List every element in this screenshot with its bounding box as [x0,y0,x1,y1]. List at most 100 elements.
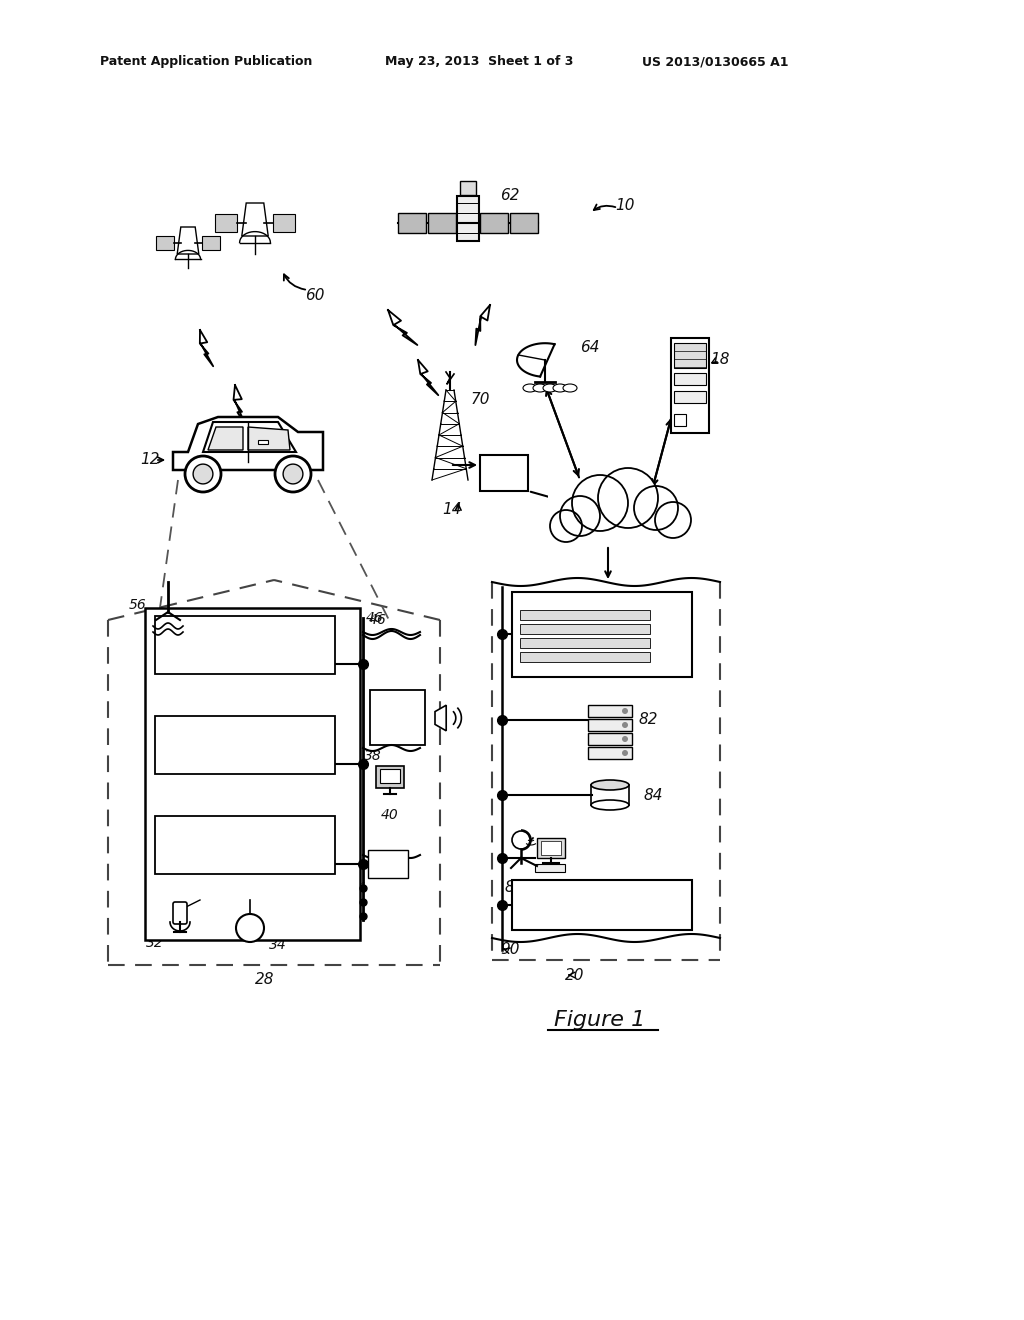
Bar [370,690,425,744]
Text: 34: 34 [269,939,287,952]
Polygon shape [200,330,213,366]
Bar [376,766,404,788]
Text: 42: 42 [379,855,397,869]
Polygon shape [418,360,438,395]
Bar [591,785,629,805]
Bar [674,414,686,426]
Bar [156,236,174,251]
Text: 52: 52 [233,741,256,759]
Text: 20: 20 [565,968,585,982]
Polygon shape [388,310,418,345]
Text: 32: 32 [146,936,164,950]
Bar [537,838,565,858]
Bar [520,638,650,648]
Text: 40: 40 [381,808,399,822]
Bar [457,195,479,242]
Circle shape [236,913,264,942]
Bar [588,705,632,717]
Text: 90: 90 [501,942,520,957]
Text: 70: 70 [470,392,489,408]
Text: 46: 46 [367,611,384,624]
Text: 82: 82 [638,713,657,727]
Bar [510,213,538,234]
Text: 28: 28 [255,973,274,987]
Text: 42: 42 [379,857,397,871]
Ellipse shape [553,384,567,392]
Bar [145,609,360,940]
Circle shape [185,455,221,492]
Bar [535,865,565,873]
Text: Patent Application Publication: Patent Application Publication [100,55,312,69]
Polygon shape [203,422,296,451]
Text: 64: 64 [581,341,600,355]
Circle shape [622,750,628,756]
Polygon shape [173,417,323,470]
Text: 38: 38 [365,748,382,763]
Bar [512,591,692,677]
Bar [520,624,650,634]
Polygon shape [242,203,268,236]
Bar [520,652,650,663]
Circle shape [560,496,600,536]
Polygon shape [208,426,243,450]
Circle shape [572,475,628,531]
Bar [398,213,426,234]
Text: 80: 80 [538,597,557,611]
Bar [588,747,632,759]
Text: 18: 18 [711,352,730,367]
Bar [588,719,632,731]
Circle shape [550,510,582,543]
Circle shape [622,737,628,742]
Bar [155,816,335,874]
Circle shape [622,722,628,729]
Text: 16: 16 [606,503,630,521]
Bar [588,733,632,744]
Circle shape [634,486,678,531]
Bar [674,374,706,385]
Text: May 23, 2013  Sheet 1 of 3: May 23, 2013 Sheet 1 of 3 [385,55,573,69]
Bar [215,214,238,231]
Bar [203,236,220,251]
Text: 14: 14 [442,503,462,517]
Bar [541,841,561,855]
Bar [155,616,335,675]
Circle shape [655,502,691,539]
Bar [155,715,335,774]
Bar [674,343,706,368]
Polygon shape [177,227,199,253]
Text: 84: 84 [643,788,663,803]
Circle shape [275,455,311,492]
Polygon shape [248,426,290,450]
Bar [368,850,408,878]
Text: 36: 36 [371,693,390,708]
Bar [480,455,528,491]
Bar [272,214,295,231]
Circle shape [283,465,303,484]
Bar [380,770,400,783]
Text: 50: 50 [233,642,256,659]
Bar [428,213,456,234]
Circle shape [194,465,213,484]
Circle shape [598,469,658,528]
Text: US 2013/0130665 A1: US 2013/0130665 A1 [642,55,788,69]
Bar [258,440,268,444]
Ellipse shape [534,384,547,392]
Bar [520,610,650,620]
Bar [674,391,706,403]
Text: 12: 12 [140,453,160,467]
Bar [480,213,508,234]
Ellipse shape [523,384,537,392]
Text: 30: 30 [342,609,361,623]
Text: 44: 44 [349,880,367,895]
Text: 60: 60 [305,288,325,302]
Circle shape [512,832,530,849]
Text: Figure 1: Figure 1 [554,1010,645,1030]
Text: 56: 56 [129,598,146,612]
FancyBboxPatch shape [173,902,187,924]
Circle shape [622,708,628,714]
Polygon shape [233,385,246,426]
Bar [460,181,476,195]
Text: 86: 86 [504,880,523,895]
Text: 62: 62 [501,189,520,203]
Bar [548,492,688,543]
